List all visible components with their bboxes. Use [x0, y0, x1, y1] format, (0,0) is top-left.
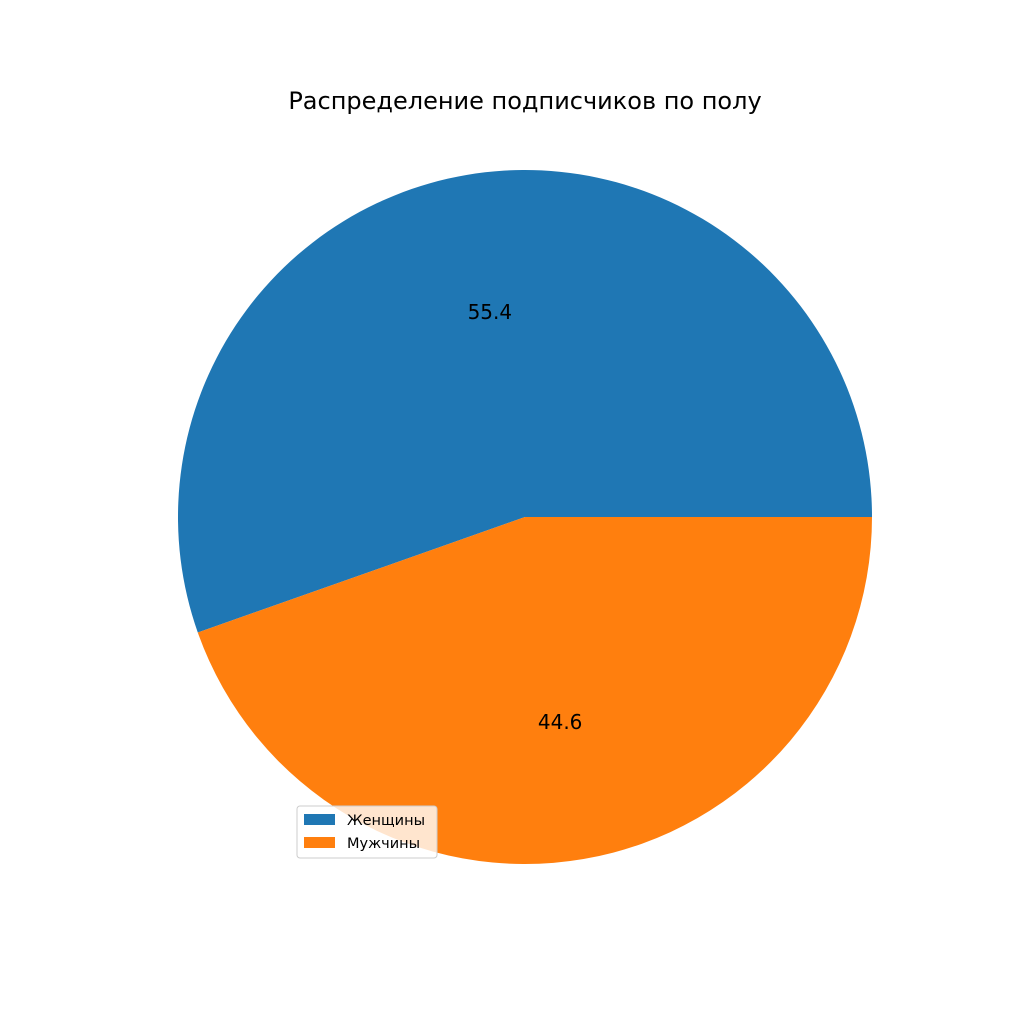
legend-swatch-women — [304, 814, 335, 825]
pie-slices — [178, 169, 872, 864]
pie-slice-women — [178, 169, 872, 633]
legend: Женщины Мужчины — [296, 805, 438, 859]
pie-value-labels: 55.4 44.6 — [468, 300, 583, 734]
pie-value-label-women: 55.4 — [468, 300, 513, 324]
pie-value-label-men: 44.6 — [538, 710, 583, 734]
pie-slice-men — [197, 517, 872, 864]
legend-label-men: Мужчины — [347, 836, 420, 852]
legend-swatch-men — [304, 837, 335, 848]
legend-label-women: Женщины — [347, 813, 425, 829]
chart-title: Распределение подписчиков по полу — [288, 87, 761, 115]
